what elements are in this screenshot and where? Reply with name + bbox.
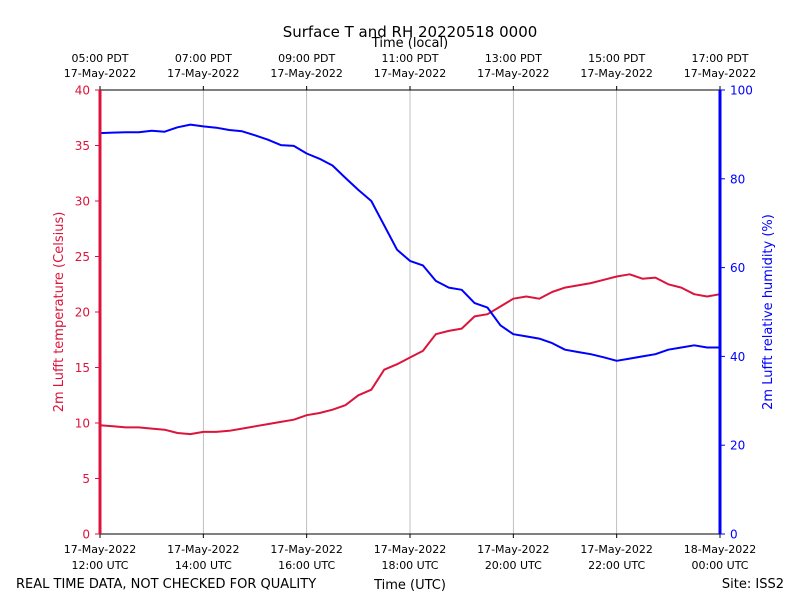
top-tick-date: 17-May-2022 [374, 67, 446, 80]
top-tick-date: 17-May-2022 [270, 67, 342, 80]
gridlines [202, 90, 618, 534]
left-tick-label: 5 [82, 472, 90, 486]
top-tick-time: 13:00 PDT [485, 52, 542, 65]
x-tick-time: 14:00 UTC [175, 559, 232, 572]
left-tick-label: 15 [75, 361, 90, 375]
right-tick-label: 60 [730, 261, 745, 275]
x-tick-time: 18:00 UTC [381, 559, 438, 572]
chart-title: Surface T and RH 20220518 0000 [283, 23, 538, 41]
top-tick-time: 11:00 PDT [381, 52, 438, 65]
left-tick-label: 30 [75, 195, 90, 209]
top-tick-time: 15:00 PDT [588, 52, 645, 65]
top-axis-title: Time (local) [371, 36, 448, 51]
right-tick-label: 80 [730, 172, 745, 186]
top-tick-date: 17-May-2022 [477, 67, 549, 80]
x-tick-date: 17-May-2022 [477, 543, 549, 556]
x-tick-date: 17-May-2022 [270, 543, 342, 556]
x-tick-date: 17-May-2022 [167, 543, 239, 556]
x-tick-time: 16:00 UTC [278, 559, 335, 572]
site-label: Site: ISS2 [722, 577, 784, 592]
left-tick-label: 10 [75, 417, 90, 431]
x-tick-date: 17-May-2022 [64, 543, 136, 556]
x-tick-time: 00:00 UTC [691, 559, 748, 572]
x-tick-time: 22:00 UTC [588, 559, 645, 572]
top-tick-date: 17-May-2022 [684, 67, 756, 80]
series-lines [99, 123, 721, 436]
left-tick-label: 25 [75, 250, 90, 264]
x-tick-time: 20:00 UTC [485, 559, 542, 572]
left-tick-label: 40 [75, 84, 90, 98]
humidity-line [99, 123, 720, 362]
left-tick-label: 0 [82, 528, 90, 542]
right-axis-title: 2m Lufft relative humidity (%) [761, 214, 776, 410]
left-axis-title: 2m Lufft temperature (Celsius) [52, 212, 67, 413]
top-tick-time: 07:00 PDT [175, 52, 232, 65]
axis-ticks: 17-May-2022 12:00 UTC 17-May-2022 14:00 UTC… [64, 52, 756, 572]
temperature-line [99, 273, 721, 436]
top-tick-date: 17-May-2022 [580, 67, 652, 80]
data-quality-note: REAL TIME DATA, NOT CHECKED FOR QUALITY [16, 577, 316, 592]
x-tick-time: 12:00 UTC [71, 559, 128, 572]
right-tick-label: 100 [730, 84, 753, 98]
top-tick-time: 09:00 PDT [278, 52, 335, 65]
top-tick-date: 17-May-2022 [167, 67, 239, 80]
right-tick-label: 40 [730, 350, 745, 364]
top-tick-time: 17:00 PDT [691, 52, 748, 65]
right-tick-label: 20 [730, 439, 745, 453]
x-tick-date: 18-May-2022 [684, 543, 756, 556]
top-tick-time: 05:00 PDT [71, 52, 128, 65]
top-tick-date: 17-May-2022 [64, 67, 136, 80]
x-tick-date: 17-May-2022 [374, 543, 446, 556]
x-axis-title: Time (UTC) [373, 578, 446, 593]
left-tick-label: 20 [75, 306, 90, 320]
right-tick-label: 0 [730, 528, 738, 542]
x-tick-date: 17-May-2022 [580, 543, 652, 556]
left-tick-label: 35 [75, 139, 90, 153]
